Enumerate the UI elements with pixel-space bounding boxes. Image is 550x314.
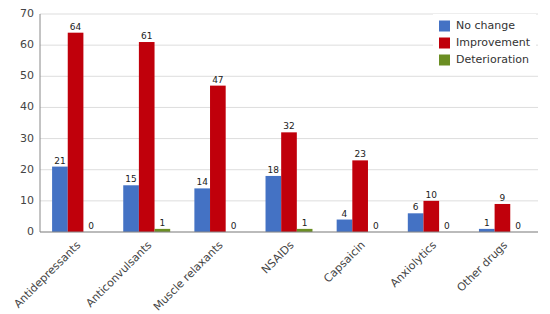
legend: No change Improvement Deterioration <box>433 14 536 72</box>
data-label: 0 <box>88 221 94 231</box>
x-tick-label: Muscle relaxants <box>151 238 226 313</box>
data-label: 6 <box>413 202 419 212</box>
bar <box>210 86 226 232</box>
data-label: 21 <box>54 156 65 166</box>
bar <box>423 201 439 232</box>
grid-line <box>40 76 538 77</box>
y-tick-label: 70 <box>20 7 34 20</box>
x-axis-line <box>40 232 538 233</box>
bar <box>194 188 210 232</box>
y-tick-label: 50 <box>20 69 34 82</box>
y-tick-label: 0 <box>27 225 34 238</box>
data-label: 0 <box>373 221 379 231</box>
data-label: 15 <box>125 174 136 184</box>
bar <box>408 213 424 232</box>
bar <box>139 42 155 232</box>
x-tick-label: Capsaicin <box>321 239 368 286</box>
data-label: 0 <box>231 221 237 231</box>
data-label: 0 <box>444 221 450 231</box>
y-tick-label: 10 <box>20 194 34 207</box>
data-label: 18 <box>268 165 280 175</box>
bar <box>123 185 139 232</box>
y-axis-line <box>40 14 41 232</box>
data-label: 9 <box>500 193 506 203</box>
data-label: 47 <box>212 75 223 85</box>
bar <box>281 132 297 232</box>
legend-background <box>433 14 536 72</box>
y-tick-label: 60 <box>20 38 34 51</box>
legend-swatch <box>439 21 450 32</box>
data-label: 64 <box>70 22 82 32</box>
data-label: 23 <box>354 149 365 159</box>
x-tick-label: Antidepressants <box>11 238 83 310</box>
bars <box>52 33 510 232</box>
bar <box>52 167 68 232</box>
bar <box>266 176 282 232</box>
data-label: 1 <box>302 218 308 228</box>
chart-svg: 0102030405060702115141846164614732231090… <box>0 0 550 314</box>
data-label: 10 <box>426 190 438 200</box>
y-tick-label: 30 <box>20 132 34 145</box>
x-tick-label: Other drugs <box>454 238 510 294</box>
x-tick-label: Anticonvulsants <box>83 238 154 309</box>
legend-swatch <box>439 55 450 66</box>
data-label: 32 <box>283 121 294 131</box>
x-tick-label: Anxiolytics <box>388 238 439 289</box>
data-label: 1 <box>159 218 165 228</box>
legend-label: Improvement <box>456 36 531 49</box>
y-tick-label: 20 <box>20 163 34 176</box>
chart-container: 0102030405060702115141846164614732231090… <box>0 0 550 314</box>
grid-line <box>40 107 538 108</box>
y-tick-labels: 0 10 20 30 40 50 60 70 <box>20 7 34 238</box>
data-label: 1 <box>484 218 490 228</box>
bar <box>337 220 353 232</box>
legend-label: No change <box>456 19 515 32</box>
bar <box>352 160 368 232</box>
data-label: 61 <box>141 31 152 41</box>
bar <box>495 204 511 232</box>
y-tick-label: 40 <box>20 100 34 113</box>
data-label: 0 <box>515 221 521 231</box>
x-tick-label: NSAIDs <box>259 238 297 276</box>
bar <box>68 33 84 232</box>
legend-label: Deterioration <box>456 53 529 66</box>
data-label: 14 <box>196 177 208 187</box>
data-label: 4 <box>342 209 348 219</box>
grid <box>40 14 538 232</box>
x-tick-labels: AntidepressantsAnticonvulsantsMuscle rel… <box>11 238 510 313</box>
grid-line <box>40 232 538 233</box>
legend-swatch <box>439 38 450 49</box>
